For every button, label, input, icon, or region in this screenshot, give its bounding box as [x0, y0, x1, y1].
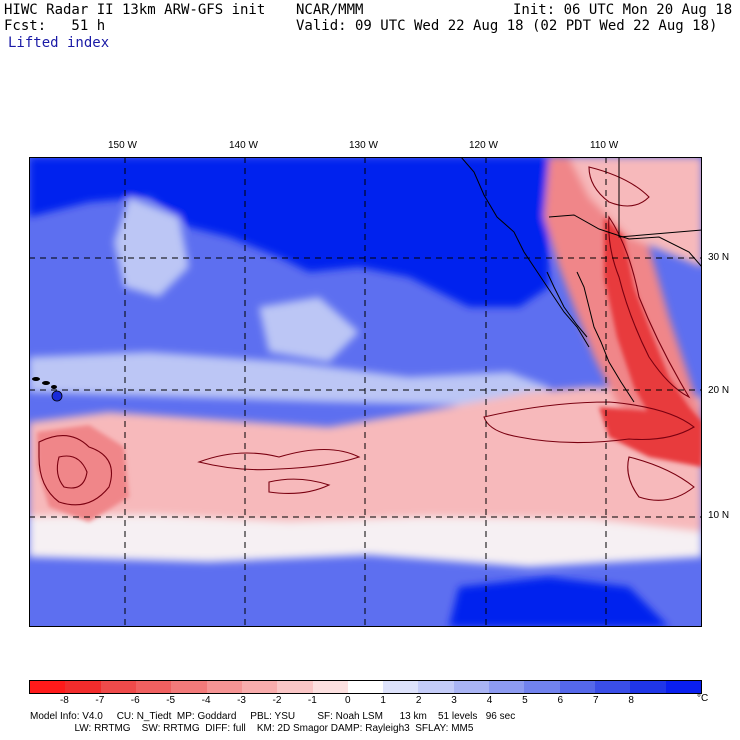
lon-label-130w: 130 W: [349, 140, 378, 151]
colorbar-segment: [524, 681, 560, 693]
lifted-index-map: [29, 157, 702, 627]
neutral-transition-zone: [29, 515, 702, 567]
weak-stable-band: [29, 352, 549, 407]
model-info-line1: Model Info: V4.0 CU: N_Tiedt MP: Goddard…: [30, 711, 516, 722]
colorbar-tick-label: -2: [272, 695, 282, 706]
colorbar-tick-label: -8: [59, 695, 69, 706]
colorbar-segment: [489, 681, 525, 693]
island-maui: [51, 385, 57, 389]
valid-time: Valid: 09 UTC Wed 22 Aug 18 (02 PDT Wed …: [296, 18, 718, 34]
colorbar-segment: [347, 681, 384, 693]
lat-label-20n: 20 N: [708, 385, 730, 396]
colorbar-segment: [100, 681, 136, 693]
colorbar-tick-label: -4: [201, 695, 211, 706]
colorbar-tick-label: 8: [628, 695, 634, 706]
island-kauai: [32, 377, 40, 381]
instability-west: [37, 425, 129, 522]
colorbar-tick-label: -3: [237, 695, 246, 706]
graticule: [29, 157, 702, 627]
strong-instability: [37, 217, 702, 522]
map-canvas: [29, 157, 702, 627]
model-info-line2: LW: RRTMG SW: RRTMG DIFF: full KM: 2D Sm…: [30, 723, 474, 734]
deep-stable-region: [29, 157, 589, 307]
organization-label: NCAR/MMM: [296, 2, 364, 18]
contour-lines: [38, 166, 695, 506]
colorbar-tick-label: -5: [166, 695, 176, 706]
colorbar-tick-label: 4: [486, 695, 493, 706]
us-mexico-border: [548, 214, 702, 268]
colorbar-segment: [665, 681, 701, 693]
colorbar: [29, 680, 702, 694]
colorbar-segment: [206, 681, 242, 693]
contour-central: [197, 448, 361, 471]
lon-label-150w: 150 W: [108, 140, 137, 151]
colorbar-segment: [383, 681, 419, 693]
colorbar-tick-label: -6: [130, 695, 140, 706]
island-oahu: [42, 381, 50, 385]
coastlines: [460, 157, 702, 403]
colorbar-segment: [241, 681, 278, 693]
lat-label-10n: 10 N: [708, 510, 730, 521]
strong-instability-gulf: [599, 407, 702, 467]
colorbar-segment: [312, 681, 348, 693]
mainland-coast: [576, 271, 635, 403]
contour-west-inner: [56, 455, 88, 489]
lat-label-30n: 30 N: [708, 252, 730, 263]
unstable-tropical-band: [29, 387, 702, 535]
colorbar-tick-label: 0: [345, 695, 351, 706]
contour-southeast: [627, 456, 695, 501]
colorbar-segment: [595, 681, 631, 693]
weak-stable-patch-center: [259, 297, 359, 362]
contour-north: [588, 166, 650, 207]
colorbar-tick-label: -7: [95, 695, 105, 706]
mild-unstable-southwest: [569, 157, 702, 267]
colorbar-segment: [135, 681, 172, 693]
state-borders: [618, 157, 702, 238]
colorbar-segment: [171, 681, 207, 693]
contour-spots: [268, 478, 331, 494]
lon-label-140w: 140 W: [229, 140, 258, 151]
colorbar-segment: [65, 681, 101, 693]
init-time: Init: 06 UTC Mon 20 Aug 18: [513, 2, 733, 18]
forecast-hour: Fcst: 51 h: [4, 18, 106, 34]
map-border: [29, 157, 702, 627]
colorbar-tick-label: -1: [307, 695, 317, 706]
colorbar-tick-label: 1: [380, 695, 386, 706]
island-big-island: [51, 390, 63, 402]
colorbar-segment: [559, 681, 595, 693]
colorbar-segment: [30, 681, 66, 693]
colorbar-segment: [630, 681, 666, 693]
colorbar-unit: °C: [697, 693, 709, 704]
colorbar-segment: [418, 681, 454, 693]
colorbar-segment: [453, 681, 490, 693]
lon-label-120w: 120 W: [469, 140, 498, 151]
colorbar-segment: [277, 681, 313, 693]
pacific-coastline: [460, 157, 590, 348]
colorbar-tick-label: 7: [592, 695, 599, 706]
contour-east: [483, 401, 695, 444]
hawaii-islands: [32, 377, 63, 402]
field-name: Lifted index: [8, 35, 110, 51]
colorbar-tick-label: 6: [557, 695, 564, 706]
colorbar-tick-label: 5: [522, 695, 528, 706]
colorbar-tick-label: 3: [451, 695, 457, 706]
contour-west: [38, 435, 113, 506]
weak-stable-patch: [114, 197, 189, 297]
baja-coast: [546, 271, 588, 338]
contour-sierra: [608, 215, 691, 399]
lon-label-110w: 110 W: [590, 140, 619, 151]
index-field: [29, 157, 702, 627]
deep-stable-south: [449, 577, 669, 627]
strong-instability-core: [604, 217, 702, 447]
colorbar-tick-label: 2: [415, 695, 422, 706]
model-title: HIWC Radar II 13km ARW-GFS init: [4, 2, 266, 18]
